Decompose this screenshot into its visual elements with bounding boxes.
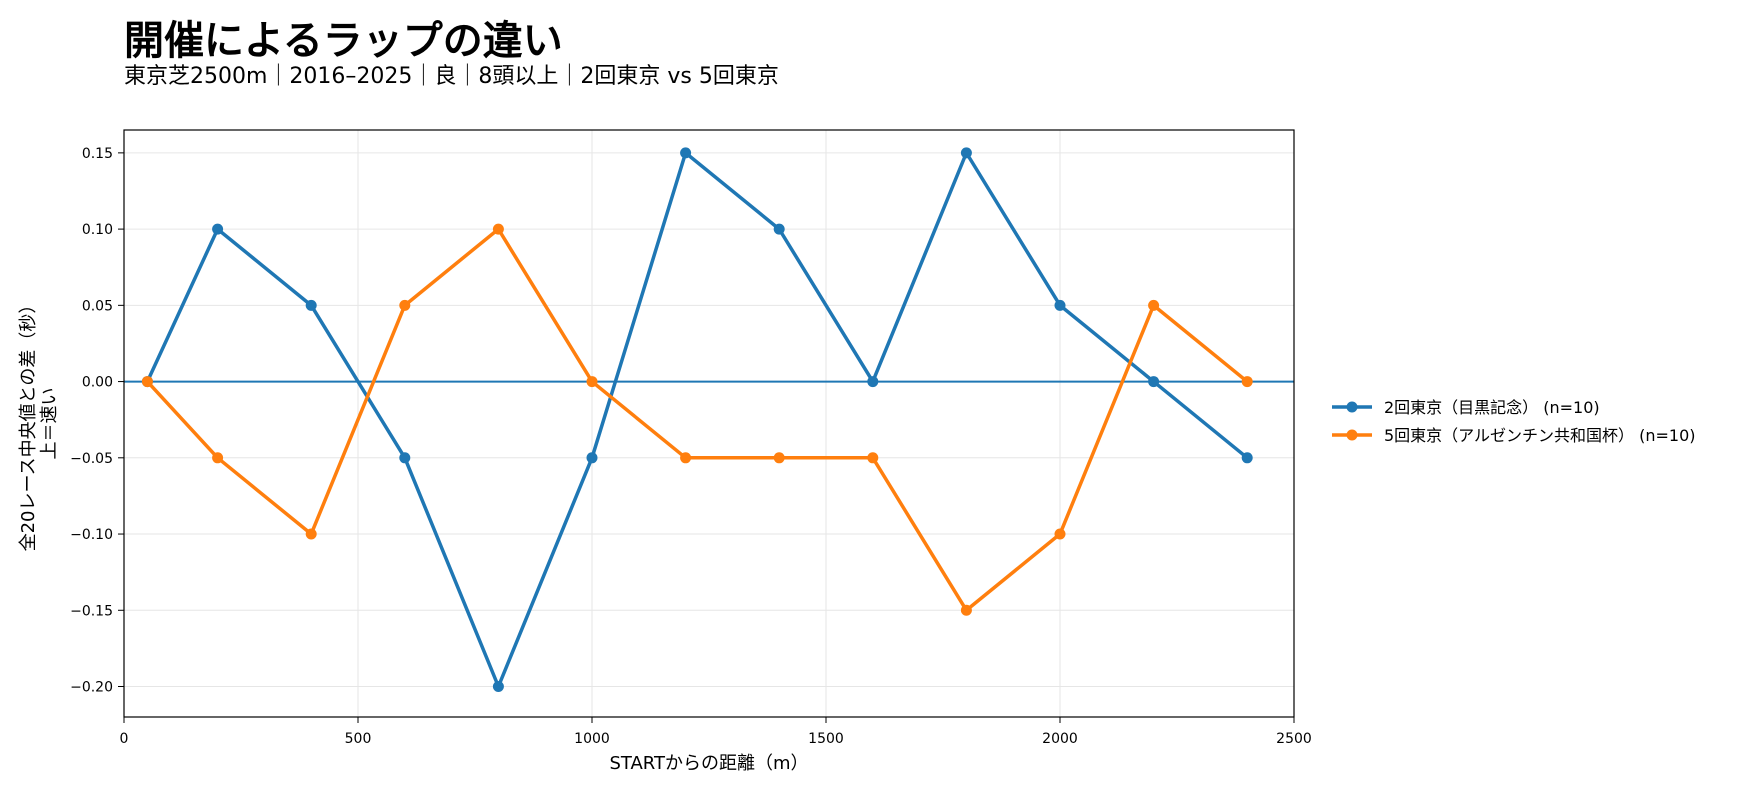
y-tick-label: 0.00 [82, 375, 113, 391]
legend-item-2: 5回東京（アルゼンチン共和国杯） (n=10) [1332, 426, 1696, 445]
x-axis-label: STARTからの距離（m） [609, 753, 808, 774]
data-point [960, 147, 972, 159]
legend-item-1: 2回東京（目黒記念） (n=10) [1332, 398, 1600, 417]
data-point [399, 299, 411, 311]
legend-swatch-marker [1346, 429, 1358, 441]
y-tick-label: −0.10 [70, 527, 113, 543]
x-tick-label: 1500 [808, 731, 844, 747]
data-point [1054, 299, 1066, 311]
data-point [141, 376, 153, 388]
x-tick-label: 2500 [1276, 731, 1312, 747]
y-tick-label: 0.10 [82, 222, 113, 238]
y-tick-label: −0.20 [70, 680, 113, 696]
x-tick-label: 0 [120, 731, 129, 747]
y-axis-label: 全20レース中央値との差（秒） 上＝速い [18, 296, 60, 552]
data-point [867, 452, 879, 464]
data-point [492, 681, 504, 693]
data-point [1241, 376, 1253, 388]
data-point [1148, 299, 1160, 311]
legend: 2回東京（目黒記念） (n=10) 5回東京（アルゼンチン共和国杯） (n=10) [1332, 398, 1696, 445]
series-line [145, 151, 1249, 689]
x-tick-label: 500 [345, 731, 372, 747]
data-point [773, 452, 785, 464]
data-point [680, 452, 692, 464]
data-point [586, 376, 598, 388]
plot-frame [123, 129, 1295, 718]
y-tick-label: 0.05 [82, 298, 113, 314]
data-point [680, 147, 692, 159]
y-tick-label: −0.15 [70, 603, 113, 619]
x-tick-label: 2000 [1042, 731, 1078, 747]
series-line [145, 227, 1249, 613]
data-point [1148, 376, 1160, 388]
y-axis-ticks: 0.15 0.10 0.05 0.00 −0.05 −0.10 −0.15 −0.20 [70, 146, 124, 696]
legend-label: 2回東京（目黒記念） (n=10) [1384, 398, 1600, 417]
data-point [492, 223, 504, 235]
y-axis-label-line-2: 上＝速い [39, 388, 60, 460]
legend-label: 5回東京（アルゼンチン共和国杯） (n=10) [1384, 426, 1696, 445]
x-tick-label: 1000 [574, 731, 610, 747]
series-2 [141, 223, 1253, 616]
data-point [212, 223, 224, 235]
data-point [212, 452, 224, 464]
data-point [960, 604, 972, 616]
chart-title: 開催によるラップの違い [124, 18, 563, 64]
data-point [305, 528, 317, 540]
y-tick-label: −0.05 [70, 451, 113, 467]
data-point [773, 223, 785, 235]
y-axis-label-line-1: 全20レース中央値との差（秒） [18, 296, 39, 552]
grid-lines [123, 130, 1295, 717]
data-point [399, 452, 411, 464]
data-point [867, 376, 879, 388]
y-tick-label: 0.15 [82, 146, 113, 162]
legend-swatch-marker [1346, 401, 1358, 413]
data-point [1241, 452, 1253, 464]
chart-subtitle: 東京芝2500m｜2016–2025｜良｜8頭以上｜2回東京 vs 5回東京 [124, 64, 779, 89]
x-axis-ticks: 0 500 1000 1500 2000 2500 [120, 717, 1312, 747]
data-point [1054, 528, 1066, 540]
series-layer [141, 147, 1253, 693]
data-point [586, 452, 598, 464]
data-point [305, 299, 317, 311]
